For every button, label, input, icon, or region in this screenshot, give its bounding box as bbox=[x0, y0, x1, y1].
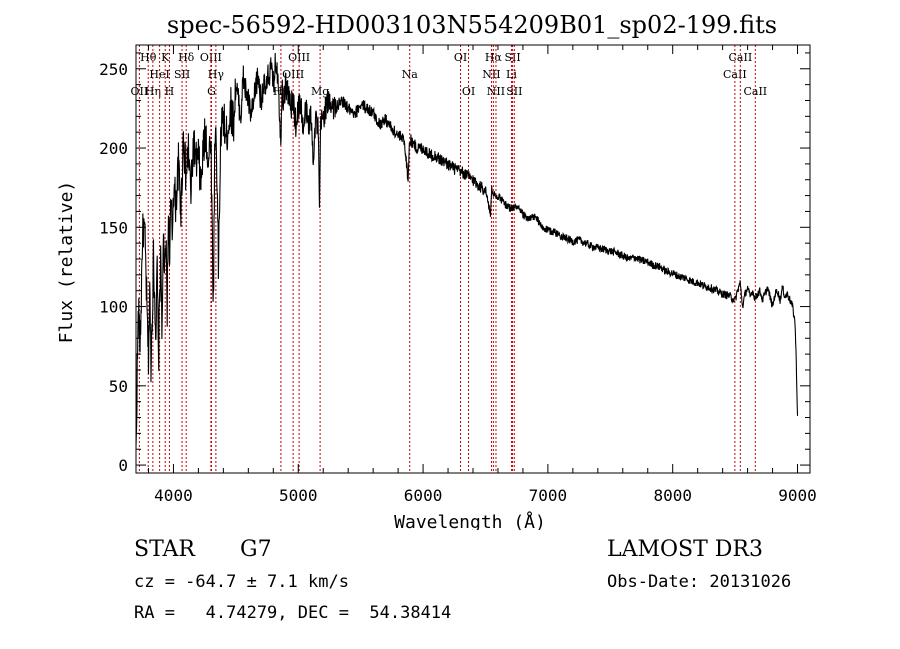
spectral-line-label: Hθ bbox=[140, 51, 157, 64]
spectral-line: Li bbox=[506, 45, 517, 473]
y-tick-label: 200 bbox=[99, 139, 128, 158]
spectral-line: Hβ bbox=[273, 45, 289, 473]
spectral-line-label: Hδ bbox=[178, 51, 195, 64]
spectral-line: CaII bbox=[743, 45, 767, 473]
spectral-line-label: H bbox=[165, 85, 175, 98]
spectral-line-label: SII bbox=[174, 68, 190, 81]
y-tick-label: 50 bbox=[109, 377, 128, 396]
spectral-line: NII bbox=[482, 45, 501, 473]
spectral-line-label: CaII bbox=[729, 51, 753, 64]
x-tick-label: 4000 bbox=[154, 486, 193, 505]
series-layer bbox=[135, 52, 799, 447]
spectral-line-label: HeI bbox=[149, 68, 169, 81]
coordinates: RA = 4.74279, DEC = 54.38414 bbox=[134, 603, 452, 623]
spectrum-chart: spec-56592-HD003103N554209B01_sp02-199.f… bbox=[56, 11, 817, 530]
spectral-line: CaII bbox=[723, 45, 747, 473]
spectral-line-label: Na bbox=[402, 68, 419, 81]
spectral-line: Na bbox=[402, 45, 419, 473]
spectral-line: G bbox=[207, 45, 216, 473]
spectral-line: K bbox=[161, 45, 170, 473]
spectral-line-label: Li bbox=[506, 68, 517, 81]
spectral-line: SII bbox=[506, 45, 522, 473]
y-tick-label: 100 bbox=[99, 298, 128, 317]
spectral-line: OI bbox=[454, 45, 467, 473]
spectral-line: Hα bbox=[485, 45, 503, 473]
spectral-line-label: OIII bbox=[200, 51, 222, 64]
spectral-line: OIII bbox=[288, 45, 310, 473]
spectral-line: SII bbox=[174, 45, 190, 473]
spectral-line: CaII bbox=[729, 45, 753, 473]
spectral-line-label: Mg bbox=[311, 85, 329, 98]
y-tick-label: 250 bbox=[99, 60, 128, 79]
spectral-line-label: SII bbox=[504, 51, 520, 64]
survey-name: LAMOST DR3 bbox=[607, 537, 763, 562]
y-tick-label: 0 bbox=[118, 456, 128, 475]
spectral-line-label: K bbox=[161, 51, 170, 64]
spectral-line-label: G bbox=[207, 85, 216, 98]
spectral-line-label: SII bbox=[506, 85, 522, 98]
plot-frame bbox=[135, 44, 811, 474]
spectral-line: SII bbox=[504, 45, 521, 473]
spectral-line: OI bbox=[462, 45, 475, 473]
spectral-line-label: OI bbox=[462, 85, 475, 98]
spectral-line-label: CaII bbox=[723, 68, 747, 81]
spectral-line-label: Hγ bbox=[208, 68, 225, 81]
x-tick-label: 8000 bbox=[653, 486, 692, 505]
spectral-line: HeI bbox=[149, 45, 170, 473]
spectral-line: NII bbox=[487, 45, 505, 473]
y-tick-label: 150 bbox=[99, 218, 128, 237]
spectral-line-label: CaII bbox=[743, 85, 767, 98]
spectral-line-label: NII bbox=[487, 85, 505, 98]
x-tick-label: 5000 bbox=[279, 486, 318, 505]
x-tick-label: 6000 bbox=[404, 486, 443, 505]
spectral-line-label: Hη bbox=[145, 85, 161, 98]
object-class: STAR bbox=[134, 537, 195, 562]
flux-series-line bbox=[135, 52, 799, 447]
chart-title: spec-56592-HD003103N554209B01_sp02-199.f… bbox=[167, 11, 777, 39]
object-subclass: G7 bbox=[240, 537, 272, 562]
spectral-line-label: OII bbox=[131, 85, 149, 98]
x-tick-label: 7000 bbox=[529, 486, 568, 505]
spectral-line-label: Hα bbox=[485, 51, 503, 64]
spectral-line-label: OI bbox=[454, 51, 467, 64]
y-axis-label: Flux (relative) bbox=[56, 181, 77, 344]
x-tick-label: 9000 bbox=[778, 486, 817, 505]
spectral-line: OIII bbox=[200, 45, 222, 473]
spectral-line-label: OIII bbox=[288, 51, 310, 64]
spectral-line: Mg bbox=[311, 45, 329, 473]
spectral-line: Hδ bbox=[178, 45, 195, 473]
observation-date: Obs-Date: 20131026 bbox=[607, 572, 792, 592]
axis-ticks: 4000 5000 6000 7000 8000 9000 0 50 100 150 200 250 bbox=[99, 45, 817, 505]
redshift-value: cz = -64.7 ± 7.1 km/s bbox=[134, 572, 349, 592]
spectral-line-label: NII bbox=[482, 68, 500, 81]
x-axis-label: Wavelength (Å) bbox=[394, 511, 546, 530]
